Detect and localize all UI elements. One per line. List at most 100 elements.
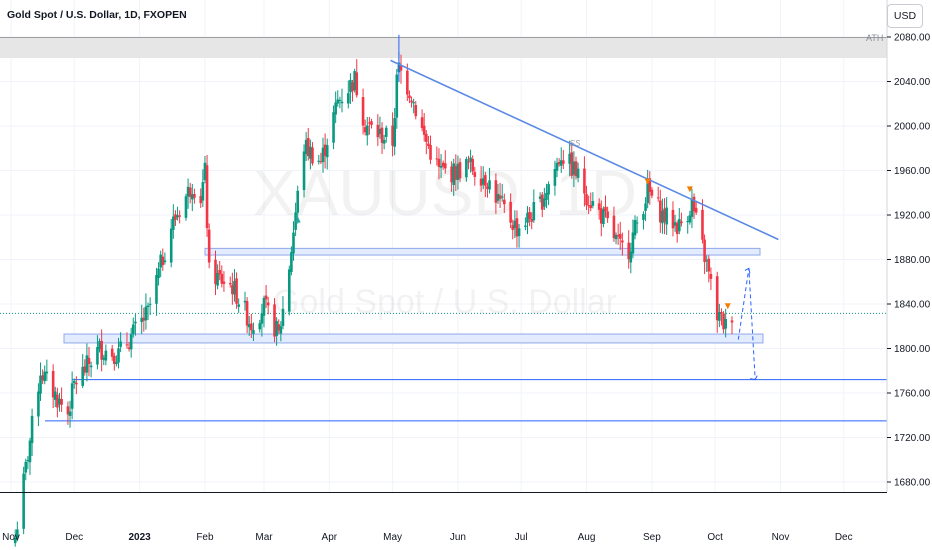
candle-body <box>393 118 396 147</box>
candle <box>435 146 439 166</box>
candle <box>528 206 531 227</box>
candle <box>530 212 534 230</box>
candle-body <box>140 317 144 322</box>
candle <box>311 142 314 166</box>
candle-body <box>692 196 696 212</box>
candle <box>452 158 456 197</box>
candle <box>393 107 396 156</box>
candle-body <box>715 276 719 321</box>
candle <box>705 255 708 273</box>
candle-body <box>199 196 203 204</box>
candle <box>266 296 270 315</box>
candle-body <box>465 159 468 178</box>
candle <box>245 297 249 334</box>
signal-down-marker <box>686 186 693 193</box>
time-tick-label: Nov <box>772 532 790 543</box>
candle <box>437 148 441 180</box>
candle-body <box>193 194 196 198</box>
candle-body <box>443 163 447 169</box>
candle-body <box>290 252 293 273</box>
price-axis[interactable] <box>887 0 932 550</box>
candle-body <box>517 228 521 237</box>
candle <box>243 291 247 311</box>
candle-body <box>56 394 59 408</box>
candle <box>218 260 222 281</box>
candle <box>414 100 418 120</box>
candle <box>621 232 624 256</box>
watermark-name: Gold Spot / U.S. Dollar <box>273 283 617 321</box>
candle-body <box>110 348 114 357</box>
candle-body <box>545 192 548 200</box>
candle <box>644 197 647 222</box>
candle <box>517 224 521 248</box>
candle-body <box>258 323 262 330</box>
price-tick-label: 2080.00 <box>894 33 931 44</box>
candle <box>663 198 666 235</box>
candle <box>633 215 637 240</box>
candle <box>264 284 268 308</box>
candle <box>317 154 321 165</box>
candle-body <box>606 211 609 219</box>
candle-body <box>129 334 133 350</box>
candle-body <box>89 365 93 368</box>
candle <box>292 221 295 261</box>
candle-body <box>115 362 118 365</box>
candle-body <box>207 229 211 263</box>
candle <box>612 206 616 242</box>
candle-body <box>724 318 727 329</box>
candle-body <box>515 218 519 237</box>
candle-body <box>456 163 460 180</box>
candle-body <box>646 181 649 204</box>
candle-body <box>231 285 234 295</box>
candle <box>450 161 453 192</box>
candle-body <box>498 195 502 199</box>
candle-body <box>425 133 428 142</box>
candle-body <box>635 222 639 224</box>
trendline[interactable] <box>390 59 779 241</box>
candle-body <box>583 168 586 194</box>
candle <box>262 295 266 328</box>
support-zone[interactable] <box>63 333 764 344</box>
candle <box>391 112 394 157</box>
support-zone[interactable] <box>204 247 761 256</box>
price-axis-labels: 1680.00 1720.00 1760.00 1800.00 1840.00 1880.… <box>887 33 931 489</box>
candle-body <box>690 199 694 217</box>
candle-body <box>650 189 654 196</box>
candle-body <box>422 125 426 135</box>
price-tick-label: 1960.00 <box>894 166 931 177</box>
candle <box>543 187 546 210</box>
candle <box>701 199 704 244</box>
candle-body <box>311 147 314 164</box>
candle-body <box>365 125 369 136</box>
candle <box>129 327 133 358</box>
candle-body <box>597 203 601 210</box>
candle <box>53 386 57 408</box>
candle <box>618 221 622 250</box>
candle-body <box>410 100 413 103</box>
candle-body <box>81 366 84 386</box>
candle-body <box>16 529 19 539</box>
candle-body <box>680 221 683 224</box>
projection-path[interactable] <box>737 268 756 380</box>
candle <box>332 105 335 150</box>
candle-body <box>382 139 386 144</box>
candle <box>159 250 162 278</box>
candle-body <box>155 275 158 304</box>
candle <box>406 63 409 101</box>
candle <box>370 118 373 129</box>
candle-body <box>347 93 350 104</box>
candle-body <box>26 460 30 462</box>
candle <box>659 189 662 233</box>
candle <box>540 192 544 218</box>
candle <box>690 188 694 229</box>
candle <box>526 206 529 235</box>
currency-button[interactable]: USD <box>887 4 923 28</box>
candle <box>675 220 679 243</box>
candle <box>538 192 542 203</box>
candle <box>231 272 234 305</box>
candle <box>157 262 160 286</box>
time-tick-label: May <box>383 532 402 543</box>
candle <box>279 321 283 342</box>
candle-body <box>414 105 418 117</box>
